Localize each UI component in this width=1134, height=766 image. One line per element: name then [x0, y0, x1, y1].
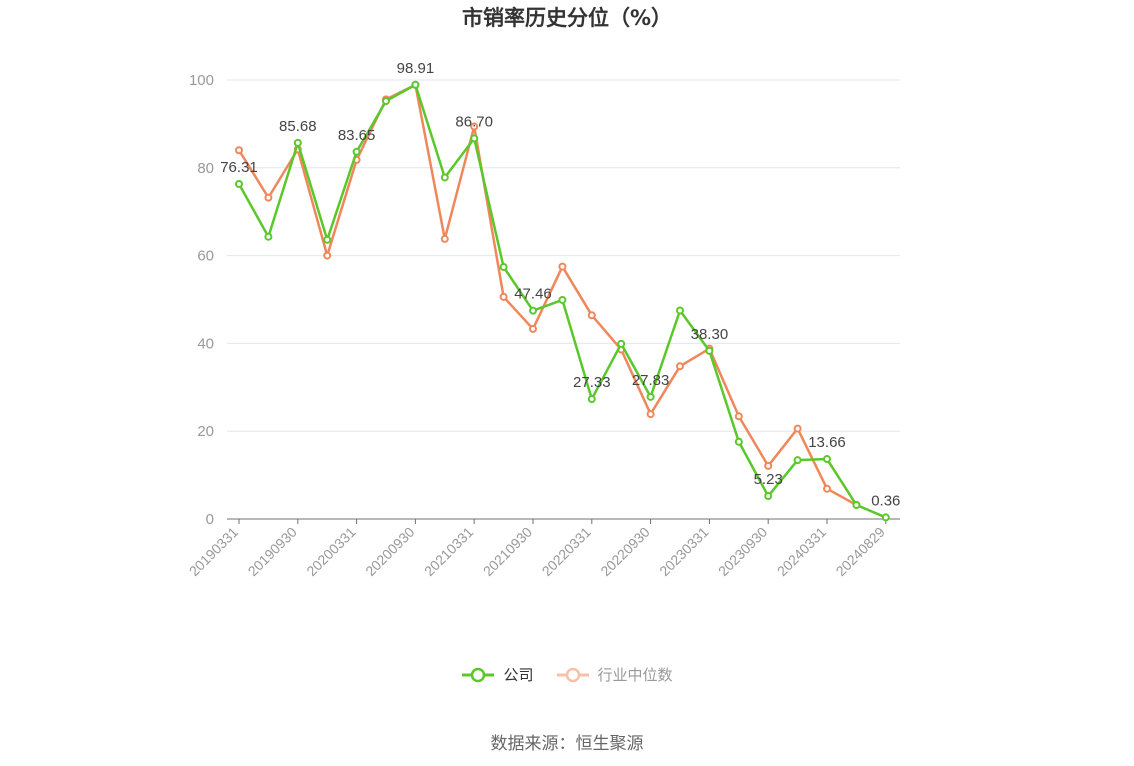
company-point — [881, 513, 890, 522]
company-point — [587, 395, 596, 404]
company-point — [734, 437, 743, 446]
legend-company-marker-icon — [462, 667, 495, 682]
company-point — [235, 179, 243, 188]
industry-point — [499, 292, 508, 301]
industry-point — [440, 234, 449, 243]
industry-point — [676, 362, 684, 371]
x-tick-label: 20230331 — [656, 524, 712, 580]
x-tick-label: 20200930 — [362, 524, 418, 580]
company-point — [646, 392, 655, 401]
company-point — [352, 147, 361, 156]
x-tick-label: 20190331 — [186, 524, 242, 580]
x-tick-label: 20220331 — [539, 524, 595, 580]
legend: 公司 行业中位数 — [0, 664, 1134, 685]
x-tick-label: 20230930 — [715, 524, 771, 580]
y-tick-label: 40 — [197, 335, 214, 352]
company-point — [852, 500, 861, 509]
x-tick-label: 20240331 — [774, 524, 830, 580]
company-point — [264, 232, 273, 241]
industry-point — [823, 484, 831, 493]
company-point — [323, 235, 332, 244]
data-label: 47.46 — [514, 286, 552, 303]
legend-label-industry: 行业中位数 — [597, 666, 673, 684]
x-tick-label: 20240829 — [833, 524, 889, 580]
company-point — [382, 97, 390, 106]
data-label: 0.36 — [871, 492, 900, 509]
line-chart: 0 20 40 60 80 100 20190331 20190930 20200331 2020… — [186, 60, 901, 579]
industry-point — [470, 122, 479, 131]
data-label: 85.68 — [279, 118, 317, 135]
data-labels: 76.31 85.68 83.65 98.91 86.70 47.46 27.33 27.83… — [220, 60, 900, 510]
data-label: 38.30 — [691, 326, 729, 343]
company-point — [617, 339, 626, 348]
x-tick-label: 20210331 — [421, 524, 477, 580]
company-point — [764, 492, 773, 501]
y-tick-label: 100 — [189, 72, 214, 89]
data-label: 5.23 — [754, 471, 783, 488]
data-label: 13.66 — [808, 434, 846, 451]
company-point — [676, 306, 684, 315]
company-point — [440, 173, 449, 182]
company-point — [470, 134, 479, 143]
industry-point — [323, 251, 332, 260]
industry-point — [587, 311, 596, 320]
data-label: 83.65 — [338, 127, 376, 144]
industry-point — [734, 412, 743, 421]
industry-point — [558, 262, 567, 271]
company-point — [558, 295, 567, 304]
company-point — [499, 263, 508, 272]
industry-point — [529, 324, 537, 333]
x-tick-label: 20200331 — [303, 524, 359, 580]
data-label: 27.83 — [632, 372, 670, 389]
legend-industry-marker-icon — [556, 667, 589, 682]
data-label: 86.70 — [455, 113, 493, 130]
company-point — [411, 80, 420, 89]
industry-point — [235, 146, 243, 155]
axes: 0 20 40 60 80 100 20190331 20190930 20200331 2020… — [186, 72, 900, 579]
series-lines — [235, 80, 890, 522]
data-label: 76.31 — [220, 159, 258, 176]
company-point — [793, 456, 802, 465]
industry-series-line — [237, 83, 858, 507]
data-label: 98.91 — [397, 60, 435, 77]
y-tick-label: 20 — [197, 423, 214, 440]
data-label: 27.33 — [573, 374, 611, 391]
y-tick-label: 0 — [206, 511, 214, 528]
chart-title: 市销率历史分位（%） — [461, 6, 673, 30]
company-point — [529, 306, 537, 315]
industry-point — [793, 424, 802, 433]
industry-point — [764, 461, 773, 470]
legend-item-industry[interactable]: 行业中位数 — [556, 664, 673, 685]
industry-point — [646, 410, 655, 419]
company-point — [823, 455, 831, 464]
x-tick-label: 20190930 — [245, 524, 301, 580]
legend-label-company: 公司 — [503, 666, 534, 684]
source-note: 数据来源：恒生聚源 — [490, 734, 644, 754]
company-point — [705, 346, 714, 355]
y-tick-label: 80 — [197, 160, 214, 177]
industry-point — [264, 193, 273, 202]
legend-item-company[interactable]: 公司 — [461, 664, 534, 685]
company-point — [293, 138, 302, 147]
x-tick-label: 20210930 — [480, 524, 536, 580]
grid-lines — [227, 79, 900, 432]
y-tick-label: 60 — [197, 248, 214, 265]
x-tick-label: 20220930 — [597, 524, 653, 580]
